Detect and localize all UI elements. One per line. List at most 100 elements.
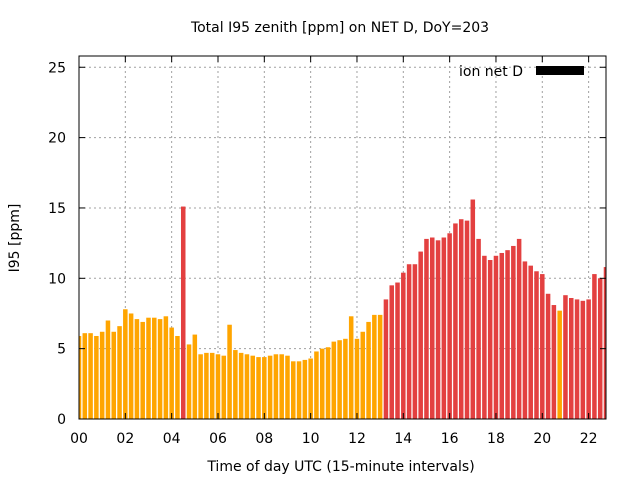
bar (499, 252, 505, 419)
bar (111, 331, 117, 419)
bar (464, 220, 470, 419)
bar (511, 245, 516, 419)
bar (296, 361, 302, 419)
bar (476, 238, 481, 419)
bar (383, 299, 389, 419)
bar (291, 361, 296, 419)
y-tick-label: 0 (57, 412, 66, 428)
bar (360, 331, 366, 419)
x-tick-label: 12 (348, 431, 366, 447)
bar (458, 219, 464, 419)
bar (94, 335, 99, 419)
bar (233, 350, 238, 419)
x-tick-label: 16 (441, 431, 459, 447)
bar (209, 352, 215, 419)
bar (117, 326, 122, 419)
bar (192, 334, 198, 419)
bar (227, 324, 232, 419)
bar (267, 355, 273, 419)
bar (262, 357, 267, 419)
bar (79, 335, 82, 419)
bar (453, 223, 458, 419)
bar (534, 271, 539, 419)
bar (279, 354, 284, 419)
bar (302, 359, 308, 419)
bar (447, 233, 452, 419)
bar (557, 310, 562, 419)
bar (574, 299, 580, 419)
bar (221, 355, 227, 419)
bar (285, 355, 290, 419)
bar (82, 333, 88, 419)
bar (470, 199, 476, 419)
bar (354, 338, 360, 419)
bar (551, 305, 557, 419)
bar (140, 321, 145, 419)
bar (204, 352, 209, 419)
bar (163, 316, 169, 419)
bar (412, 264, 418, 419)
bar (406, 264, 412, 419)
x-tick-label: 10 (302, 431, 320, 447)
bar (505, 250, 510, 419)
x-axis-ticks: 00 02 04 06 08 10 12 14 16 18 20 22 (70, 56, 598, 447)
bar (348, 316, 354, 419)
bar (603, 267, 606, 419)
bar (169, 327, 174, 419)
bar (238, 352, 244, 419)
plot-frame (78, 55, 607, 420)
bar (592, 274, 597, 419)
bar (522, 261, 528, 419)
bar (256, 357, 261, 419)
legend: ion net D (459, 64, 584, 80)
legend-swatch (536, 66, 584, 75)
bar (331, 341, 337, 419)
bar (424, 238, 429, 419)
bar (487, 260, 493, 419)
x-axis-label: Time of day UTC (15-minute intervals) (206, 459, 474, 475)
x-tick-label: 02 (116, 431, 134, 447)
x-tick-label: 20 (533, 431, 551, 447)
bar (586, 299, 591, 419)
bar (516, 238, 522, 419)
bar (337, 340, 342, 419)
bar (372, 314, 377, 419)
x-tick-label: 00 (70, 431, 88, 447)
bar (545, 293, 551, 419)
x-tick-label: 22 (580, 431, 598, 447)
y-tick-label: 10 (48, 271, 66, 287)
bar (273, 354, 279, 419)
bar (134, 319, 140, 419)
bar (250, 355, 255, 419)
bar (493, 255, 499, 419)
bar (88, 333, 93, 419)
bar (441, 237, 447, 419)
x-tick-label: 06 (209, 431, 227, 447)
bar (401, 272, 406, 419)
bar (175, 335, 180, 419)
bar (430, 237, 435, 419)
bar (105, 320, 111, 419)
bar (325, 347, 331, 419)
bar (128, 313, 134, 419)
bar (308, 358, 313, 419)
bar (418, 251, 423, 419)
bar (99, 331, 105, 419)
bar (389, 285, 394, 419)
bar (343, 338, 348, 419)
bars (79, 199, 606, 419)
x-tick-label: 14 (394, 431, 412, 447)
x-tick-label: 04 (163, 431, 181, 447)
bar (244, 354, 250, 419)
bar (123, 309, 128, 419)
bar (186, 344, 192, 419)
chart-title: Total I95 zenith [ppm] on NET D, DoY=203 (190, 20, 489, 36)
bar (215, 354, 221, 419)
bar (540, 274, 545, 419)
bar (580, 300, 586, 419)
y-tick-label: 25 (48, 60, 66, 76)
bar (314, 351, 319, 419)
y-tick-label: 20 (48, 131, 66, 147)
bar (377, 314, 383, 419)
y-tick-label: 5 (57, 342, 66, 358)
